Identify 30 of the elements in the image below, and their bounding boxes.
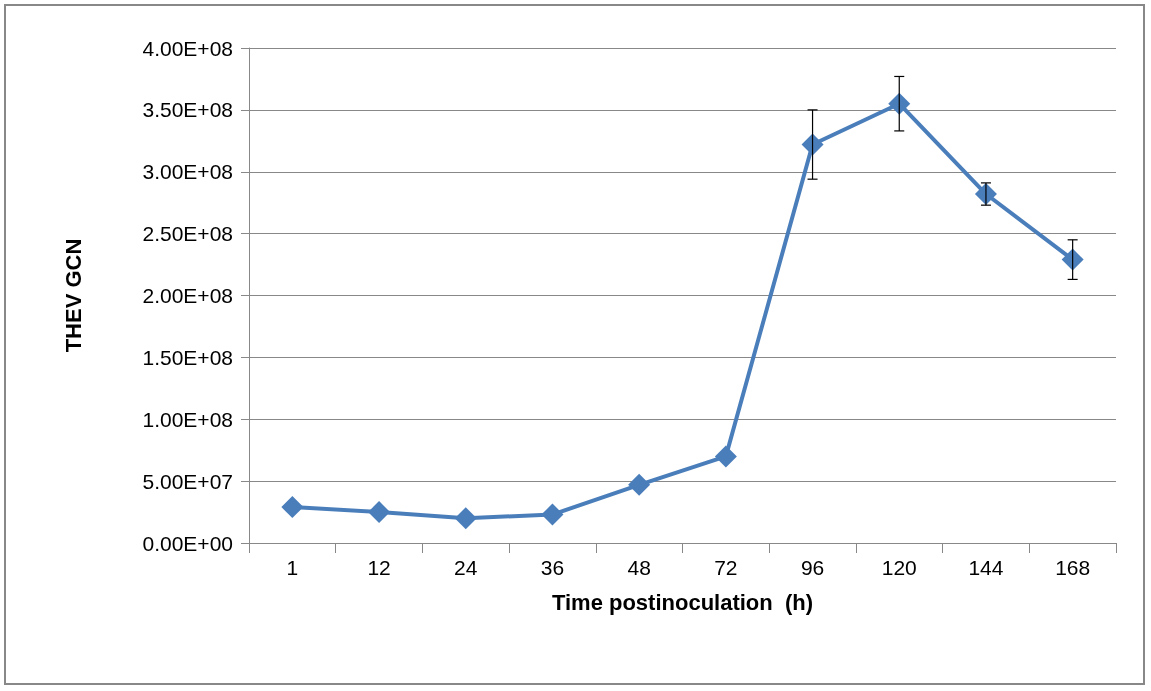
x-tick-label: 12 bbox=[367, 556, 391, 579]
x-tick-label: 96 bbox=[800, 556, 825, 579]
point bbox=[888, 92, 911, 115]
y-axis-title: THEV GCN bbox=[60, 238, 86, 353]
point bbox=[714, 445, 737, 468]
point bbox=[368, 501, 391, 524]
point bbox=[1061, 248, 1084, 271]
point bbox=[628, 473, 651, 496]
x-tick-label: 48 bbox=[627, 556, 651, 579]
x-axis-title: Time postinoculation (h) bbox=[551, 589, 814, 615]
y-tick-label: 0.00E+00 bbox=[142, 531, 233, 555]
y-tick-label: 3.50E+08 bbox=[142, 98, 233, 122]
y-tick-label: 4.00E+08 bbox=[142, 36, 233, 60]
x-tick-label: 168 bbox=[1055, 556, 1091, 579]
point bbox=[801, 133, 824, 156]
y-tick-label: 1.00E+08 bbox=[142, 407, 233, 431]
x-tick-label: 36 bbox=[540, 556, 565, 579]
point bbox=[454, 507, 477, 530]
x-tick-label: 120 bbox=[881, 556, 917, 579]
x-tick-label: 1 bbox=[286, 556, 299, 579]
y-tick-label: 1.50E+08 bbox=[142, 345, 233, 369]
x-tick-label: 72 bbox=[714, 556, 738, 579]
y-tick-label: 2.50E+08 bbox=[142, 222, 233, 246]
y-tick-label: 5.00E+07 bbox=[142, 469, 233, 493]
point bbox=[541, 503, 564, 526]
y-tick-label: 2.00E+08 bbox=[142, 284, 233, 307]
x-tick-label: 144 bbox=[968, 556, 1004, 579]
point bbox=[281, 496, 304, 519]
y-tick-label: 3.00E+08 bbox=[142, 160, 233, 184]
x-tick-label: 24 bbox=[454, 556, 478, 579]
